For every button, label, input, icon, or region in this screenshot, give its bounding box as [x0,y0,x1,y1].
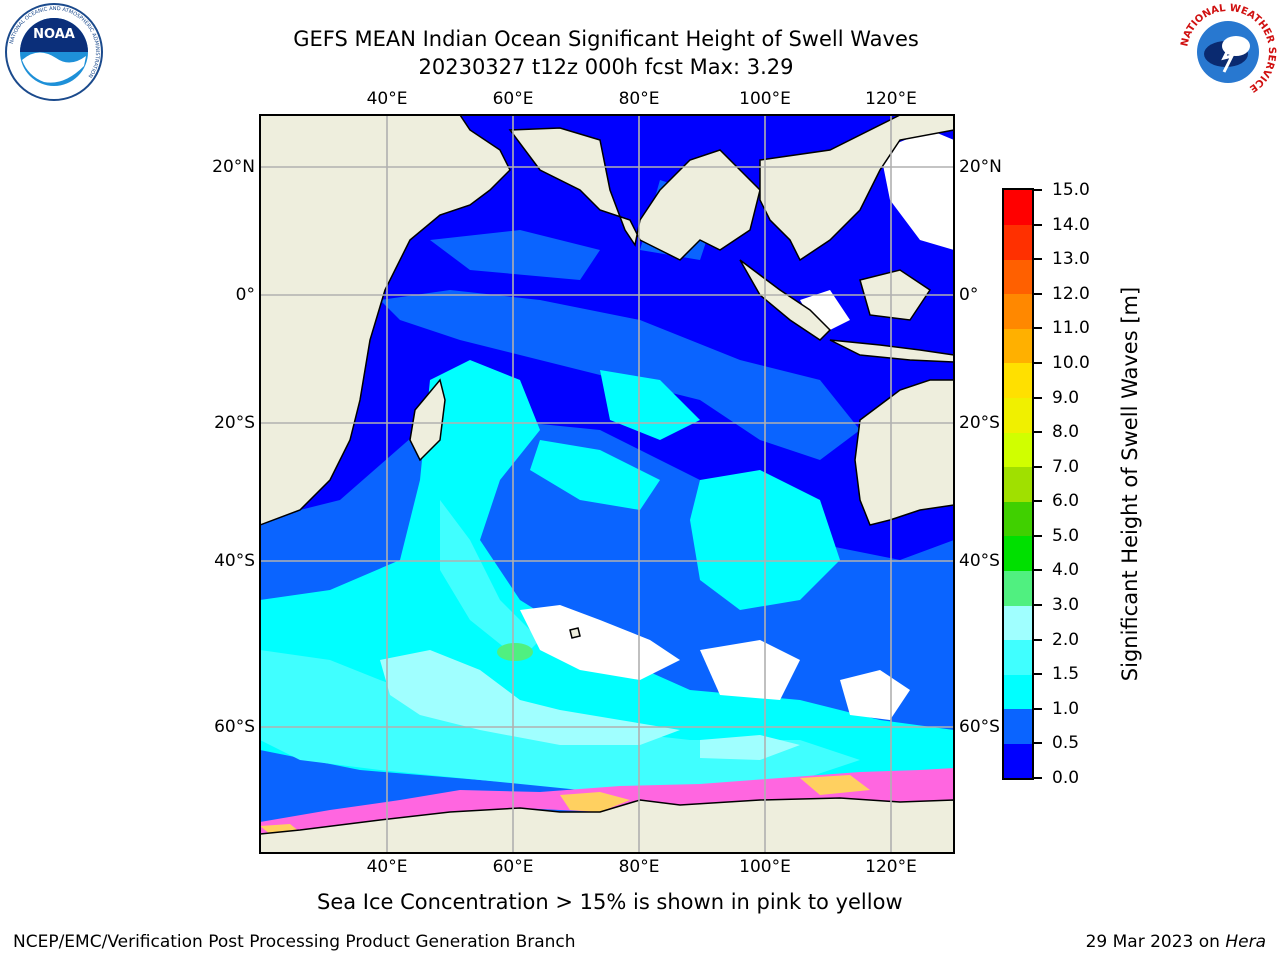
colorbar-tick [1034,777,1042,779]
lat-label-right: 40°S [959,551,1000,571]
producer-credit: NCEP/EMC/Verification Post Processing Pr… [13,932,576,952]
lon-label-top: 120°E [865,89,917,109]
sea-ice-footnote: Sea Ice Concentration > 15% is shown in … [317,890,903,914]
lon-label-top: 60°E [492,89,534,109]
graticule [260,115,954,853]
colorbar-label: 1.5 [1052,664,1080,685]
colorbar-label: 10.0 [1052,352,1090,373]
lat-label-left: 20°N [212,157,255,177]
lat-label-right: 0° [959,285,979,305]
colorbar-segment [1004,432,1032,468]
colorbar-tick [1034,465,1042,468]
colorbar-tick [1034,673,1042,676]
map-subtitle: 20230327 t12z 000h fcst Max: 3.29 [418,55,794,79]
colorbar-segment [1004,535,1032,571]
colorbar-label: 9.0 [1052,387,1080,408]
nws-logo: NATIONAL WEATHER SERVICE [1179,3,1277,100]
colorbar-tick [1034,292,1042,295]
lat-label-left: 40°S [214,551,255,571]
colorbar-segment [1004,362,1032,399]
no-data-patches [520,130,954,720]
colorbar-label: 7.0 [1052,456,1080,477]
lat-label-left: 0° [235,285,255,305]
lon-label-bottom: 60°E [492,857,534,877]
colorbar-segment [1004,328,1032,364]
lon-label-top: 100°E [739,89,791,109]
colorbar-label: 14.0 [1052,214,1090,235]
colorbar-tick [1034,361,1042,364]
lon-label-bottom: 100°E [739,857,791,877]
colorbar-tick [1034,707,1042,710]
colorbar-segment [1004,743,1032,779]
machine-name: Hera [1225,932,1266,952]
colorbar-label: 6.0 [1052,491,1080,512]
colorbar-label: 15.0 [1052,180,1090,200]
colorbar-segment [1004,605,1032,641]
lon-label-bottom: 40°E [366,857,408,877]
noaa-logo: NATIONAL OCEANIC AND ATMOSPHERIC ADMINIS… [5,3,103,101]
colorbar-segment [1004,259,1032,295]
map-title: GEFS MEAN Indian Ocean Significant Heigh… [293,27,919,51]
colorbar-segment [1004,466,1032,502]
colorbar-segment [1004,501,1032,537]
run-date: 29 Mar 2023 on [1085,932,1220,952]
colorbar-label: 13.0 [1052,249,1090,270]
colorbar-segment [1004,397,1032,433]
lat-label-left: 60°S [214,717,255,737]
colorbar-tick [1034,742,1042,745]
colorbar-label: 12.0 [1052,283,1090,304]
colorbar-tick [1034,396,1042,399]
colorbar-tick [1034,189,1042,191]
colorbar [1002,188,1034,780]
lon-label-bottom: 120°E [865,857,917,877]
colorbar-tick [1034,431,1042,434]
lon-label-bottom: 80°E [618,857,660,877]
colorbar-segment [1004,674,1032,710]
colorbar-label: 1.0 [1052,698,1080,719]
colorbar-tick [1034,534,1042,537]
lat-label-right: 60°S [959,717,1000,737]
colorbar-tick [1034,604,1042,607]
colorbar-tick [1034,569,1042,572]
colorbar-label: 0.0 [1052,768,1080,788]
colorbar-tick [1034,327,1042,330]
colorbar-label: 0.5 [1052,733,1080,754]
colorbar-segment [1004,190,1032,226]
colorbar-tick [1034,258,1042,261]
colorbar-segment [1004,293,1032,329]
colorbar-tick [1034,500,1042,503]
colorbar-tick [1034,223,1042,226]
colorbar-label: 11.0 [1052,318,1090,339]
colorbar-segment [1004,708,1032,744]
colorbar-tick [1034,638,1042,641]
colorbar-segment [1004,570,1032,606]
run-date-credit: 29 Mar 2023 on Hera [1086,932,1266,952]
colorbar-label: 3.0 [1052,595,1080,616]
lat-label-right: 20°S [959,413,1000,433]
colorbar-label: 8.0 [1052,422,1080,443]
colorbar-label: 5.0 [1052,525,1080,546]
lat-label-left: 20°S [214,413,255,433]
lon-label-top: 80°E [618,89,660,109]
sea-ice-high [260,775,870,834]
colorbar-label: 2.0 [1052,629,1080,650]
lat-label-right: 20°N [959,157,1002,177]
colorbar-segment [1004,224,1032,260]
lon-label-top: 40°E [366,89,408,109]
colorbar-label: 4.0 [1052,560,1080,581]
map-frame [259,114,955,854]
colorbar-segment [1004,639,1032,675]
svg-text:NOAA: NOAA [33,27,75,42]
colorbar-title: Significant Height of Swell Waves [m] [1118,286,1142,682]
